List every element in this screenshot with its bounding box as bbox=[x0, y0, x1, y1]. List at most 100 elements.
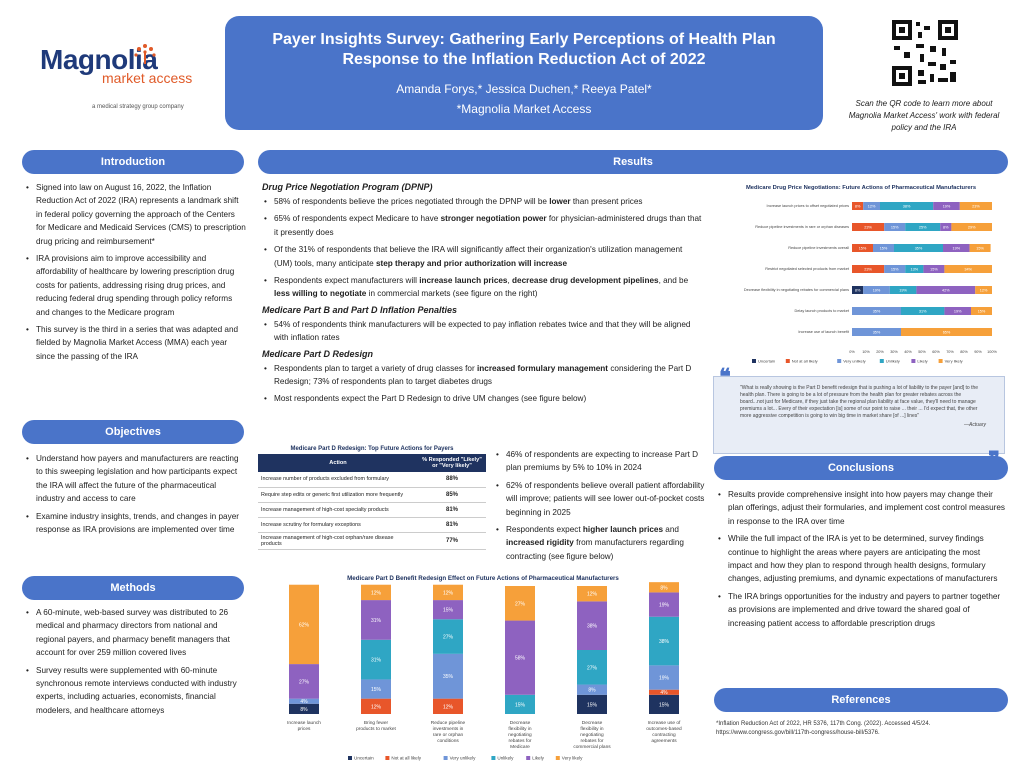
bar-segment bbox=[894, 244, 943, 252]
category-label: outcomes-based bbox=[646, 726, 682, 732]
tick-label: 40% bbox=[904, 350, 912, 354]
data-label: 27% bbox=[299, 679, 310, 685]
tick-label: 70% bbox=[946, 350, 954, 354]
bar-segment bbox=[577, 684, 607, 695]
legend-label: Very unlikely bbox=[843, 359, 865, 364]
bar-segment bbox=[361, 639, 391, 680]
data-label: 15% bbox=[659, 702, 670, 708]
data-label: 35% bbox=[915, 247, 923, 251]
data-label: 15% bbox=[976, 247, 984, 251]
results-text: Drug Price Negotiation Program (DPNP) 58… bbox=[262, 182, 702, 410]
table-title: Medicare Part D Redesign: Top Future Act… bbox=[290, 446, 454, 452]
bar-segment bbox=[649, 689, 679, 695]
legend-label: Unlikely bbox=[497, 756, 514, 761]
legend-swatch bbox=[526, 756, 531, 760]
list-item: 46% of respondents are expecting to incr… bbox=[494, 448, 710, 475]
bar-segment bbox=[289, 584, 319, 665]
bar-segment bbox=[433, 653, 463, 699]
tick-label: 60% bbox=[932, 350, 940, 354]
category-label: rare or orphan bbox=[433, 732, 464, 738]
category-label: rebates for bbox=[581, 738, 604, 744]
list-item: 65% of respondents expect Medicare to ha… bbox=[262, 212, 702, 239]
actions-table-block: Medicare Part D Redesign: Top Future Act… bbox=[258, 446, 486, 550]
tick-label: 30% bbox=[890, 350, 898, 354]
category-label: Increase launch prices to offset negotia… bbox=[767, 204, 850, 208]
data-label: 58% bbox=[515, 656, 526, 662]
data-label: 8% bbox=[943, 226, 949, 230]
bar-segment bbox=[884, 223, 906, 231]
bar-segment bbox=[940, 223, 952, 231]
legend-swatch bbox=[938, 359, 943, 363]
bar-segment bbox=[505, 694, 535, 714]
partbd-title: Medicare Part B and Part D Inflation Pen… bbox=[262, 304, 458, 315]
bar-segment bbox=[361, 679, 391, 699]
table-row: Increase management of high-cost special… bbox=[258, 502, 486, 518]
bar-segment bbox=[971, 307, 992, 315]
bar-segment bbox=[361, 600, 391, 640]
data-label: 29% bbox=[968, 226, 976, 230]
list-item: A 60-minute, web-based survey was distri… bbox=[24, 606, 246, 660]
data-label: 15% bbox=[859, 247, 867, 251]
table-row: Increase management of high-cost orphan/… bbox=[258, 532, 486, 550]
data-label: 15% bbox=[978, 310, 986, 314]
category-label: flexibility in bbox=[580, 726, 604, 732]
data-label: 15% bbox=[891, 226, 899, 230]
legend-swatch bbox=[785, 359, 790, 363]
tick-label: 50% bbox=[918, 350, 926, 354]
data-label: 23% bbox=[864, 268, 872, 272]
list-item: 54% of respondents think manufacturers w… bbox=[262, 318, 702, 345]
bar-segment bbox=[577, 601, 607, 650]
introduction-header: Introduction bbox=[22, 150, 244, 174]
partd-title: Medicare Part D Redesign bbox=[262, 348, 374, 359]
data-label: 13% bbox=[910, 268, 918, 272]
bar-segment bbox=[433, 600, 463, 620]
bar-segment bbox=[852, 286, 864, 294]
bar-segment bbox=[969, 244, 991, 252]
bar-segment bbox=[923, 265, 945, 273]
data-label: 23% bbox=[864, 226, 872, 230]
partbd-list: 54% of respondents think manufacturers w… bbox=[262, 318, 702, 345]
data-label: 12% bbox=[443, 590, 454, 596]
category-label: negotiating bbox=[580, 732, 604, 738]
tick-label: 80% bbox=[960, 350, 968, 354]
data-label: 27% bbox=[587, 665, 598, 671]
qr-code-icon[interactable] bbox=[890, 18, 960, 88]
data-label: 31% bbox=[371, 658, 382, 664]
logo-flower-icon bbox=[134, 44, 156, 64]
bar-segment bbox=[905, 223, 941, 231]
category-label: prices bbox=[298, 726, 311, 732]
data-label: 15% bbox=[443, 608, 454, 614]
category-label: Restrict negotiated selected products fr… bbox=[765, 267, 850, 271]
list-item: Signed into law on August 16, 2022, the … bbox=[24, 181, 246, 248]
poster-title: Payer Insights Survey: Gathering Early P… bbox=[272, 31, 776, 68]
logo-name-2: market access bbox=[102, 70, 193, 86]
category-label: products to market bbox=[356, 726, 396, 732]
tick-label: 10% bbox=[862, 350, 870, 354]
table-row: Require step edits or generic first util… bbox=[258, 487, 486, 503]
legend-label: Likely bbox=[917, 359, 927, 364]
list-item: Of the 31% of respondents that believe t… bbox=[262, 243, 702, 270]
list-item: Respondents plan to target a variety of … bbox=[262, 362, 702, 389]
bar-segment bbox=[289, 703, 319, 714]
category-label: rebates for bbox=[509, 738, 532, 744]
legend-label: Likely bbox=[532, 756, 544, 761]
data-label: 65% bbox=[943, 331, 951, 335]
legend-swatch bbox=[385, 756, 390, 760]
data-label: 15% bbox=[587, 702, 598, 708]
category-label: Increase use of launch benefit bbox=[798, 330, 850, 334]
logo-tagline: a medical strategy group company bbox=[92, 104, 184, 110]
data-label: 35% bbox=[443, 674, 454, 680]
tick-label: 100% bbox=[987, 350, 997, 354]
table-row: Increase scrutiny for formulary exceptio… bbox=[258, 517, 486, 533]
legend-label: Very likely bbox=[945, 359, 963, 364]
category-label: contracting bbox=[652, 732, 676, 738]
tick-label: 90% bbox=[974, 350, 982, 354]
affiliation: *Magnolia Market Access bbox=[456, 102, 592, 116]
category-label: Decrease bbox=[510, 720, 531, 726]
legend-swatch bbox=[443, 756, 448, 760]
data-label: 12% bbox=[371, 590, 382, 596]
bar-segment bbox=[852, 307, 901, 315]
data-label: 8% bbox=[855, 289, 861, 293]
qr-caption: Scan the QR code to learn more about Mag… bbox=[848, 99, 1000, 132]
data-label: 19% bbox=[954, 310, 962, 314]
